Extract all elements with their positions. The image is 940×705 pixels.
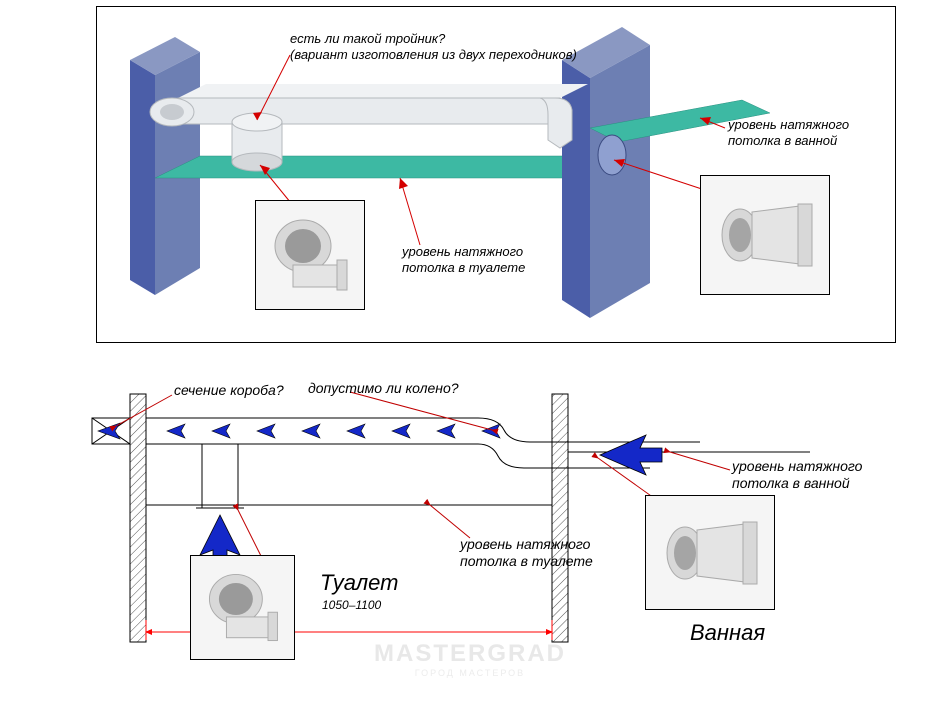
photo-adapter-bot bbox=[645, 495, 775, 610]
label-section-q: сечение короба? bbox=[174, 382, 284, 399]
photo-adapter-top bbox=[700, 175, 830, 295]
duct-tee-down bbox=[232, 113, 282, 171]
wall-mid-2d bbox=[552, 394, 568, 642]
wall-right-front bbox=[562, 60, 590, 318]
wall-left-front bbox=[130, 60, 155, 295]
label-elbow-q: допустимо ли колено? bbox=[308, 380, 459, 397]
photo-elbow-bot bbox=[190, 555, 295, 660]
label-bot-right-1: уровень натяжного bbox=[732, 458, 862, 475]
big-arrow-bath bbox=[600, 435, 662, 475]
label-bot-right-2: потолка в ванной bbox=[732, 475, 850, 492]
wall-hole-right bbox=[598, 135, 626, 175]
wall-left-2d bbox=[130, 394, 146, 642]
label-top-center-1: уровень натяжного bbox=[402, 244, 523, 260]
elbow-icon bbox=[265, 210, 355, 300]
label-tee-question-1: есть ли такой тройник? bbox=[290, 31, 445, 47]
elbow-icon bbox=[200, 565, 285, 650]
label-bot-center-1: уровень натяжного bbox=[460, 536, 590, 553]
tee-branch-2d bbox=[196, 444, 244, 508]
bottom-leaders bbox=[116, 392, 730, 558]
label-top-center-2: потолка в туалете bbox=[402, 260, 525, 276]
room-bath-label: Ванная bbox=[690, 620, 765, 646]
label-top-right-1: уровень натяжного bbox=[728, 117, 849, 133]
label-tee-question-2: (вариант изготовления из двух переходник… bbox=[290, 47, 577, 63]
photo-elbow-top bbox=[255, 200, 365, 310]
flow-arrows bbox=[98, 423, 500, 439]
label-top-right-2: потолка в ванной bbox=[728, 133, 837, 149]
dimension-text: 1050–1100 bbox=[322, 598, 381, 612]
label-bot-center-2: потолка в туалете bbox=[460, 553, 593, 570]
wall-right-side bbox=[590, 45, 650, 318]
ceiling-toilet bbox=[155, 156, 600, 178]
adapter-icon bbox=[710, 190, 820, 280]
room-toilet-label: Туалет bbox=[320, 570, 398, 596]
duct-main-group bbox=[150, 84, 588, 148]
adapter-icon bbox=[655, 508, 765, 598]
